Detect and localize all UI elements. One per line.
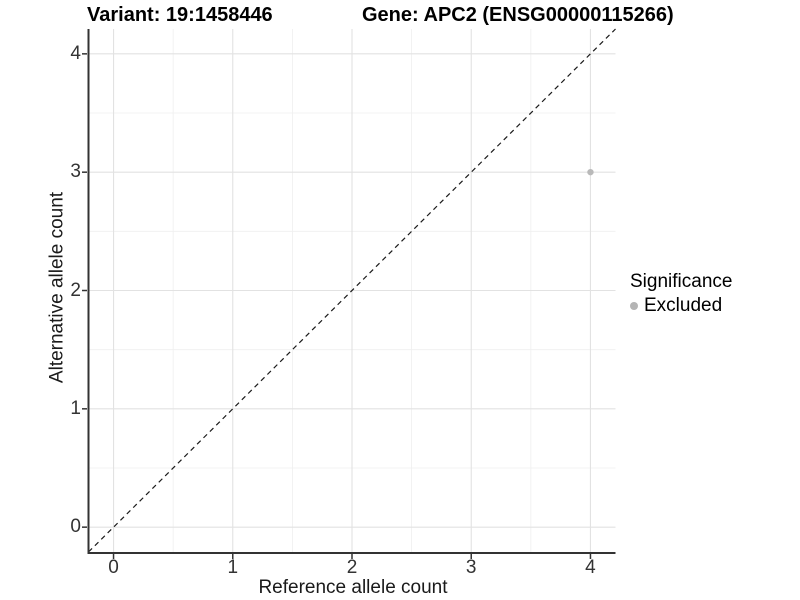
legend-title: Significance [630, 271, 733, 292]
x-tick-label: 2 [346, 557, 358, 578]
x-axis-title: Reference allele count [258, 577, 448, 598]
y-tick-label: 4 [70, 42, 81, 64]
identity-line [88, 28, 616, 553]
x-tick-label: 3 [465, 557, 477, 578]
plot-title-variant: Variant: 19:1458446 [87, 4, 273, 26]
y-tick-label: 0 [70, 516, 81, 538]
y-tick-label: 3 [70, 161, 81, 183]
x-tick-label: 4 [585, 557, 596, 578]
y-axis-title: Alternative allele count [46, 191, 68, 384]
y-tick-label: 2 [70, 279, 81, 301]
x-tick-label: 0 [108, 557, 119, 578]
legend: Significance Excluded [630, 270, 732, 317]
legend-key-dot-icon [630, 302, 638, 310]
x-tick-label: 1 [227, 557, 239, 578]
y-tick-label: 1 [70, 397, 81, 419]
data-point [587, 168, 594, 176]
legend-item: Excluded [630, 295, 732, 317]
plot-title-gene: Gene: APC2 (ENSG00000115266) [362, 4, 674, 26]
legend-item-label: Excluded [644, 295, 723, 316]
